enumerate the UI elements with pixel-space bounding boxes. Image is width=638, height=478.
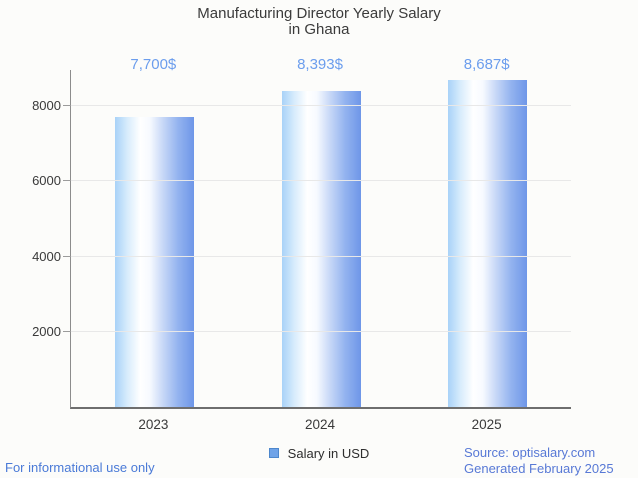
value-label-slot: 7,700$ bbox=[70, 53, 237, 73]
y-tick bbox=[63, 180, 71, 182]
source-text: Source: optisalary.com bbox=[464, 445, 596, 460]
gridline bbox=[71, 180, 571, 182]
y-tick-label: 8000 bbox=[32, 98, 61, 114]
disclaimer-text: For informational use only bbox=[5, 460, 155, 475]
y-tick-label: 6000 bbox=[32, 173, 61, 189]
bar-value-label: 7,700$ bbox=[130, 56, 177, 73]
gridline bbox=[71, 330, 571, 332]
legend: Salary in USD bbox=[0, 445, 638, 461]
gridline bbox=[71, 255, 571, 257]
value-label-slot: 8,687$ bbox=[403, 53, 570, 73]
x-tick-label: 2024 bbox=[304, 417, 336, 432]
x-tick-label: 2023 bbox=[138, 417, 169, 432]
gridline bbox=[71, 105, 571, 107]
salary-bar bbox=[114, 117, 194, 407]
y-tick bbox=[63, 330, 71, 332]
bar-slot bbox=[238, 91, 405, 407]
bar-value-label: 8,393$ bbox=[297, 56, 343, 73]
chart-title-line2: in Ghana bbox=[288, 21, 350, 38]
value-label-slot: 8,393$ bbox=[237, 53, 404, 73]
x-axis-labels: 2023 2024 2025 bbox=[70, 415, 570, 432]
salary-bar bbox=[281, 91, 361, 407]
y-tick-label: 4000 bbox=[32, 248, 61, 264]
legend-label: Salary in USD bbox=[287, 445, 370, 461]
bar-slot bbox=[71, 117, 238, 407]
x-label-slot: 2024 bbox=[237, 415, 404, 432]
x-label-slot: 2023 bbox=[70, 415, 237, 432]
legend-swatch-icon bbox=[268, 448, 279, 458]
y-tick bbox=[63, 255, 71, 257]
chart-title-line1: Manufacturing Director Yearly Salary bbox=[197, 5, 441, 22]
chart-title: Manufacturing Director Yearly Salary in … bbox=[0, 6, 638, 38]
salary-bar bbox=[448, 80, 528, 407]
y-tick-label: 2000 bbox=[32, 323, 61, 339]
y-tick bbox=[63, 105, 71, 107]
bar-slot bbox=[404, 80, 571, 407]
bars-row bbox=[71, 70, 571, 407]
bar-value-label: 8,687$ bbox=[463, 56, 510, 73]
x-tick-label: 2025 bbox=[471, 417, 502, 432]
generated-text: Generated February 2025 bbox=[464, 460, 614, 476]
value-labels-row: 7,700$ 8,393$ 8,687$ bbox=[70, 53, 570, 73]
x-label-slot: 2025 bbox=[403, 415, 570, 432]
source-block: Source: optisalary.com Generated Februar… bbox=[464, 445, 614, 476]
plot-area: 2000 4000 6000 8000 bbox=[32, 70, 571, 409]
